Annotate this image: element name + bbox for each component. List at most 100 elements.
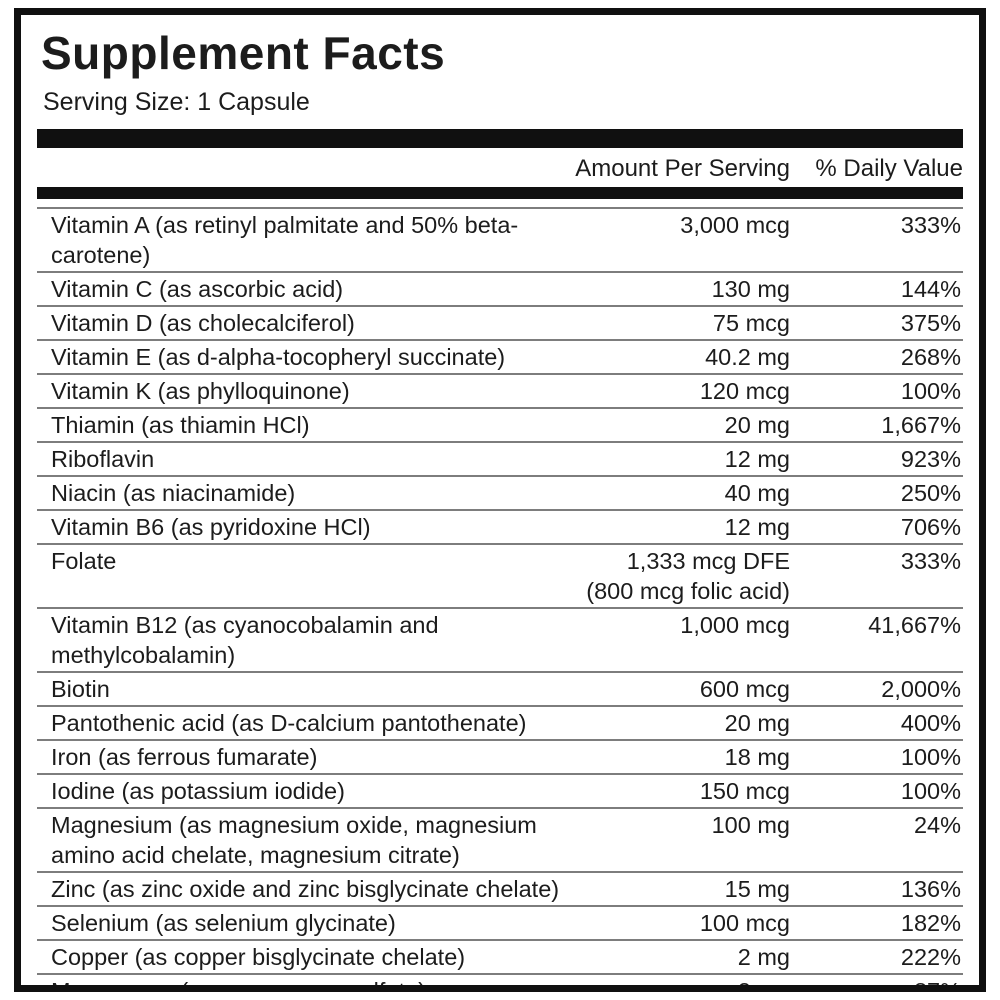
nutrient-name: Biotin — [51, 676, 110, 702]
nutrient-row: Vitamin D (as cholecalciferol) 75 mcg 375% — [37, 305, 963, 339]
nutrient-amount: 12 mg — [724, 514, 790, 540]
nutrient-amount: 2 mg — [737, 944, 790, 970]
nutrient-amount: 600 mcg — [699, 676, 790, 702]
nutrient-amount-cell: 100 mcg — [560, 908, 790, 938]
nutrient-daily-value: 333% — [900, 212, 961, 238]
nutrient-name: Vitamin B12 (as cyanocobalamin and methy… — [51, 612, 439, 668]
nutrient-amount: 130 mg — [711, 276, 790, 302]
nutrient-amount-cell: 75 mcg — [560, 308, 790, 338]
nutrient-row: Selenium (as selenium glycinate) 100 mcg 1… — [37, 905, 963, 939]
divider-bar-header — [37, 187, 963, 199]
nutrient-row: Biotin 600 mcg 2,000% — [37, 671, 963, 705]
nutrient-row: Iron (as ferrous fumarate) 18 mg 100% — [37, 739, 963, 773]
nutrient-daily-value: 2,000% — [881, 676, 961, 702]
nutrient-daily-value: 923% — [900, 446, 961, 472]
nutrient-row: Folate 1,333 mcg DFE (800 mcg folic acid) 3… — [37, 543, 963, 607]
nutrient-amount: 100 mcg — [699, 910, 790, 936]
nutrient-amount: 40 mg — [724, 480, 790, 506]
nutrient-amount-cell: 3,000 mcg — [560, 210, 790, 240]
column-header-daily-value: % Daily Value — [815, 155, 963, 182]
nutrient-amount-cell: 40 mg — [560, 478, 790, 508]
nutrient-amount: 120 mcg — [699, 378, 790, 404]
nutrient-name: Vitamin D (as cholecalciferol) — [51, 310, 355, 336]
nutrient-name: Vitamin C (as ascorbic acid) — [51, 276, 344, 302]
nutrient-amount: 15 mg — [724, 876, 790, 902]
nutrient-amount-cell: 18 mg — [560, 742, 790, 772]
nutrient-name: Vitamin A (as retinyl palmitate and 50% … — [51, 212, 519, 268]
nutrient-amount-cell: 20 mg — [560, 410, 790, 440]
nutrient-name: Vitamin E (as d-alpha-tocopheryl succina… — [51, 344, 506, 370]
nutrient-daily-value: 24% — [913, 812, 961, 838]
nutrient-daily-value: 136% — [900, 876, 961, 902]
nutrient-amount: 18 mg — [724, 744, 790, 770]
nutrient-row: Zinc (as zinc oxide and zinc bisglycinat… — [37, 871, 963, 905]
nutrient-amount: 40.2 mg — [705, 344, 790, 370]
nutrient-row: Iodine (as potassium iodide) 150 mcg 100% — [37, 773, 963, 807]
nutrient-amount-cell: 2 mg — [560, 942, 790, 972]
nutrient-daily-value: 706% — [900, 514, 961, 540]
nutrient-name: Folate — [51, 548, 117, 574]
nutrient-row: Vitamin K (as phylloquinone) 120 mcg 100% — [37, 373, 963, 407]
label-title: Supplement Facts — [41, 27, 446, 79]
nutrient-row: Manganese (as manganese sulfate) 2 mg 87% — [37, 973, 963, 992]
nutrient-daily-value: 144% — [900, 276, 961, 302]
nutrient-row: Vitamin B12 (as cyanocobalamin and methy… — [37, 607, 963, 671]
nutrient-name: Selenium (as selenium glycinate) — [51, 910, 396, 936]
nutrient-amount-cell: 120 mcg — [560, 376, 790, 406]
nutrient-amount: 20 mg — [724, 710, 790, 736]
nutrient-row: Vitamin E (as d-alpha-tocopheryl succina… — [37, 339, 963, 373]
nutrient-daily-value: 100% — [900, 378, 961, 404]
nutrient-daily-value: 182% — [900, 910, 961, 936]
nutrient-amount: 75 mcg — [712, 310, 790, 336]
nutrient-amount-cell: 130 mg — [560, 274, 790, 304]
nutrient-daily-value: 268% — [900, 344, 961, 370]
nutrient-amount-cell: 1,333 mcg DFE (800 mcg folic acid) — [560, 546, 790, 606]
nutrient-table: Vitamin A (as retinyl palmitate and 50% … — [37, 207, 963, 992]
nutrient-daily-value: 1,667% — [881, 412, 961, 438]
nutrient-row: Magnesium (as magnesium oxide, magnesium… — [37, 807, 963, 871]
nutrient-daily-value: 400% — [900, 710, 961, 736]
nutrient-amount-cell: 100 mg — [560, 810, 790, 840]
nutrient-name: Vitamin K (as phylloquinone) — [51, 378, 350, 404]
nutrient-amount-cell: 40.2 mg — [560, 342, 790, 372]
nutrient-amount-cell: 150 mcg — [560, 776, 790, 806]
nutrient-amount: 12 mg — [724, 446, 790, 472]
nutrient-amount: 100 mg — [711, 812, 790, 838]
nutrient-amount: 3,000 mcg — [680, 212, 790, 238]
nutrient-daily-value: 87% — [913, 978, 961, 992]
nutrient-daily-value: 100% — [900, 778, 961, 804]
nutrient-amount: 1,333 mcg DFE — [626, 548, 790, 574]
nutrient-amount-cell: 12 mg — [560, 444, 790, 474]
nutrient-name: Riboflavin — [51, 446, 155, 472]
nutrient-amount: 20 mg — [724, 412, 790, 438]
nutrient-amount: 1,000 mcg — [680, 612, 790, 638]
nutrient-row: Vitamin C (as ascorbic acid) 130 mg 144% — [37, 271, 963, 305]
nutrient-daily-value: 222% — [900, 944, 961, 970]
nutrient-name: Copper (as copper bisglycinate chelate) — [51, 944, 466, 970]
nutrient-amount-note: (800 mcg folic acid) — [586, 578, 790, 604]
nutrient-name: Pantothenic acid (as D-calcium pantothen… — [51, 710, 527, 736]
serving-size: Serving Size: 1 Capsule — [43, 88, 310, 116]
nutrient-amount-cell: 600 mcg — [560, 674, 790, 704]
nutrient-name: Iron (as ferrous fumarate) — [51, 744, 318, 770]
nutrient-row: Vitamin A (as retinyl palmitate and 50% … — [37, 207, 963, 271]
nutrient-row: Niacin (as niacinamide) 40 mg 250% — [37, 475, 963, 509]
nutrient-daily-value: 100% — [900, 744, 961, 770]
supplement-facts-panel: Supplement Facts Serving Size: 1 Capsule… — [14, 8, 986, 992]
nutrient-daily-value: 250% — [900, 480, 961, 506]
nutrient-name: Niacin (as niacinamide) — [51, 480, 296, 506]
nutrient-row: Copper (as copper bisglycinate chelate) 2… — [37, 939, 963, 973]
column-header-row: Amount Per Serving % Daily Value — [37, 148, 963, 187]
nutrient-row: Vitamin B6 (as pyridoxine HCl) 12 mg 706% — [37, 509, 963, 543]
nutrient-name: Magnesium (as magnesium oxide, magnesium… — [51, 812, 537, 868]
nutrient-amount-cell: 1,000 mcg — [560, 610, 790, 640]
nutrient-daily-value: 41,667% — [868, 612, 961, 638]
nutrient-name: Zinc (as zinc oxide and zinc bisglycinat… — [51, 876, 560, 902]
nutrient-name: Thiamin (as thiamin HCl) — [51, 412, 310, 438]
nutrient-row: Pantothenic acid (as D-calcium pantothen… — [37, 705, 963, 739]
nutrient-amount: 150 mcg — [699, 778, 790, 804]
column-header-amount: Amount Per Serving — [575, 155, 790, 182]
nutrient-amount-cell: 15 mg — [560, 874, 790, 904]
nutrient-amount-cell: 2 mg — [560, 976, 790, 985]
nutrient-daily-value: 375% — [900, 310, 961, 336]
